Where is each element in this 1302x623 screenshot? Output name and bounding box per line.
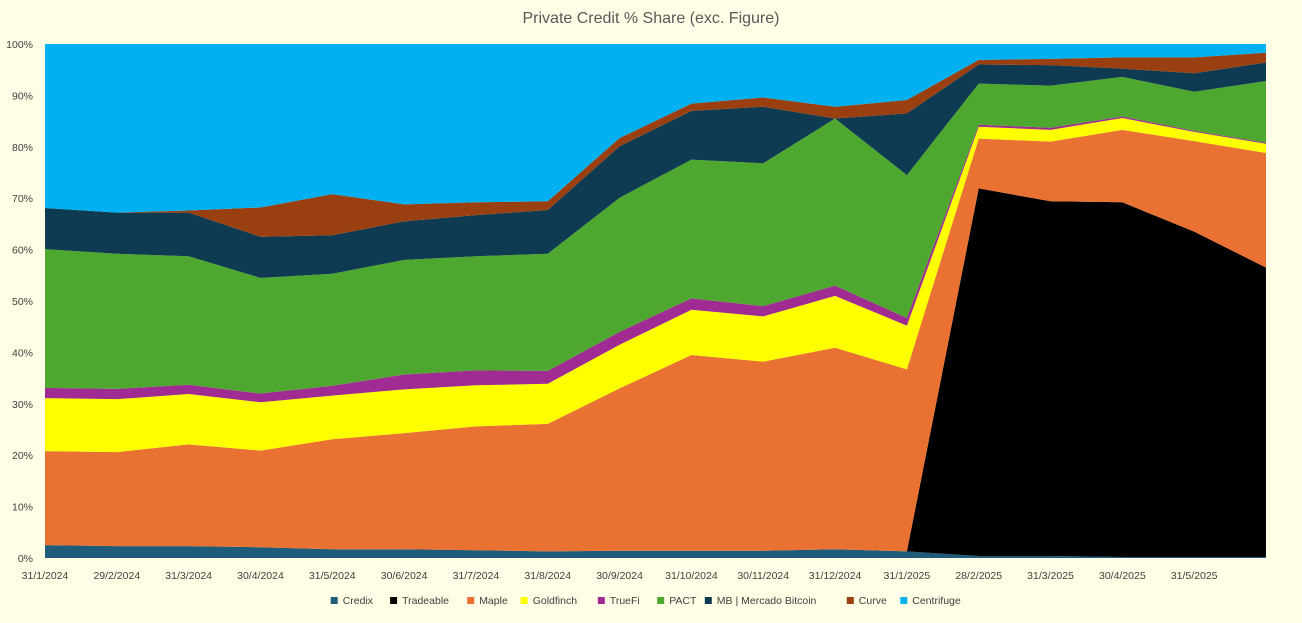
x-tick-label: 30/11/2024 [737,570,789,582]
legend-swatch [657,597,665,604]
x-tick-label: 31/1/2025 [884,570,931,582]
x-tick-label: 31/8/2024 [524,570,571,582]
x-axis-ticks: 31/1/2024 29/2/2024 31/3/2024 30/4/2024 31/5… [22,570,1218,582]
legend-item: Credix [330,595,374,607]
legend-item: Maple [467,595,508,607]
legend-swatch [330,597,338,604]
area-tradeable [45,188,1266,557]
x-tick-label: 31/7/2024 [453,570,500,582]
legend: Credix Tradeable Maple Goldfinch TrueFi PACT M… [330,595,961,607]
x-tick-label: 30/6/2024 [381,570,428,582]
y-tick-label: 40% [12,347,33,359]
legend-swatch [597,597,605,604]
area-credix [45,545,1266,558]
legend-swatch [520,597,528,604]
legend-item: Goldfinch [520,595,578,607]
y-tick-label: 0% [18,553,33,565]
y-tick-label: 60% [12,245,33,257]
legend-swatch [467,597,475,604]
legend-item: MB | Mercado Bitcoin [704,595,817,607]
x-tick-label: 30/4/2024 [237,570,284,582]
legend-label: Goldfinch [533,595,578,607]
x-tick-label: 28/2/2025 [955,570,1002,582]
legend-label: Curve [859,595,887,607]
legend-swatch [704,597,712,604]
legend-label: MB | Mercado Bitcoin [717,595,817,607]
plot-areas [45,44,1266,558]
y-tick-label: 90% [12,90,33,102]
x-tick-label: 31/1/2024 [22,570,69,582]
legend-item: PACT [657,595,697,607]
legend-label: Maple [479,595,508,607]
legend-swatch [390,597,398,604]
area-mb-mercado-bitcoin [45,62,1266,278]
x-tick-label: 31/3/2025 [1027,570,1074,582]
legend-label: Credix [343,595,374,607]
area-centrifuge [45,44,1266,213]
legend-item: Centrifuge [900,595,961,607]
y-tick-label: 30% [12,399,33,411]
legend-swatch [900,597,908,604]
legend-label: PACT [669,595,697,607]
chart-title: Private Credit % Share (exc. Figure) [523,10,780,27]
legend-item: Tradeable [390,595,449,607]
area-maple [45,129,1266,552]
y-tick-label: 50% [12,296,33,308]
y-axis-ticks: 0% 10% 20% 30% 40% 50% 60% 70% 80% 90% 100% [6,39,33,565]
x-tick-label: 31/3/2024 [165,570,212,582]
area-pact [45,76,1266,394]
x-tick-label: 31/10/2024 [665,570,718,582]
x-tick-label: 29/2/2024 [93,570,140,582]
legend-label: Centrifuge [912,595,961,607]
x-tick-label: 31/5/2024 [309,570,356,582]
legend-item: TrueFi [597,595,640,607]
y-tick-label: 20% [12,450,33,462]
legend-label: TrueFi [610,595,640,607]
legend-item: Curve [846,595,887,607]
x-tick-label: 31/5/2025 [1171,570,1218,582]
x-tick-label: 31/12/2024 [809,570,862,582]
x-tick-label: 30/4/2025 [1099,570,1146,582]
y-tick-label: 10% [12,502,33,514]
x-tick-label: 30/9/2024 [596,570,643,582]
y-tick-label: 70% [12,193,33,205]
legend-label: Tradeable [402,595,449,607]
y-tick-label: 100% [6,39,33,51]
area-goldfinch [45,118,1266,453]
legend-swatch [846,597,854,604]
y-tick-label: 80% [12,142,33,154]
